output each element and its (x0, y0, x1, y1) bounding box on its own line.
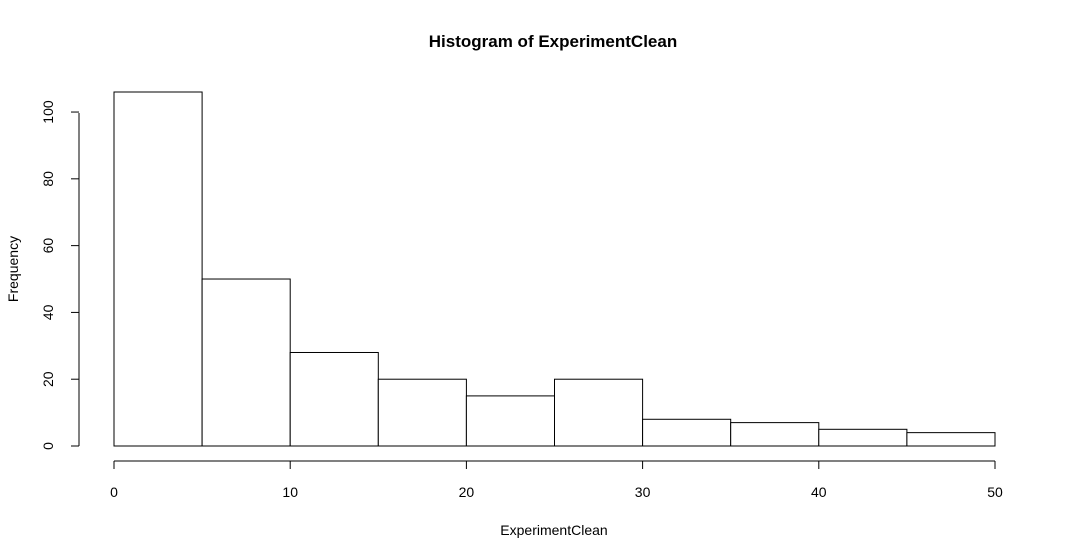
y-tick-label: 60 (40, 238, 56, 254)
x-tick-label: 10 (282, 484, 298, 500)
x-tick-label: 0 (110, 484, 118, 500)
histogram-bar (113, 91, 203, 447)
histogram-bar (201, 278, 291, 447)
y-axis: 0 20 40 60 80 100 (40, 100, 80, 450)
x-tick-label: 30 (635, 484, 651, 500)
x-tick-label: 20 (459, 484, 475, 500)
y-tick-label: 40 (40, 304, 56, 320)
y-tick-label: 100 (40, 100, 56, 124)
histogram-bar (465, 395, 555, 447)
histogram-bar (642, 418, 732, 447)
y-tick-label: 80 (40, 171, 56, 187)
histogram-bar (377, 378, 467, 447)
histogram-bar (906, 432, 996, 447)
x-tick-label: 40 (811, 484, 827, 500)
histogram-bar (818, 428, 908, 447)
y-axis-label: Frequency (5, 236, 21, 302)
x-tick-label: 50 (987, 484, 1003, 500)
histogram-bar (730, 422, 820, 447)
y-tick-label: 0 (40, 442, 56, 450)
histogram-bar (554, 378, 644, 447)
y-tick-label: 20 (40, 371, 56, 387)
chart-title: Histogram of ExperimentClean (429, 32, 677, 51)
histogram-bar (289, 351, 379, 447)
bars-group (113, 91, 996, 447)
x-axis: 0 10 20 30 40 50 (110, 460, 1003, 500)
x-axis-label: ExperimentClean (500, 522, 607, 538)
